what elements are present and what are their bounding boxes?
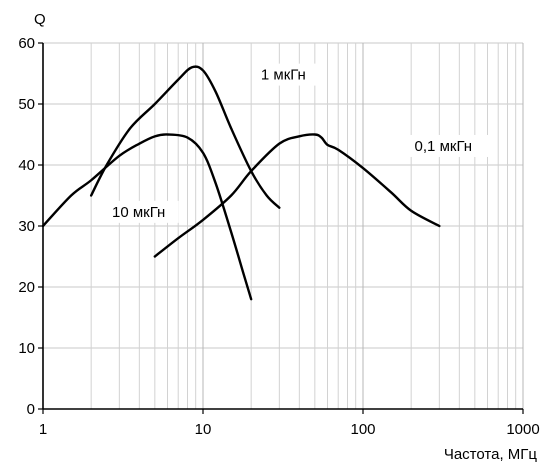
grid-layer <box>42 42 524 410</box>
labels-layer: 1 мкГн 10 мкГн 0,1 мкГн <box>107 63 490 223</box>
y-tick-label-3: 30 <box>18 218 35 235</box>
series-label-3: 0,1 мкГн <box>415 138 472 155</box>
series-label-background-3 <box>409 134 490 157</box>
series-line-2 <box>41 133 253 301</box>
y-tick-label-6: 60 <box>18 35 35 52</box>
axes-layer: 0 10 20 30 40 50 60 1 10 100 1000 Q Частота, МГц <box>18 11 539 463</box>
series-label-background-1 <box>255 63 319 86</box>
y-tick-label-2: 20 <box>18 279 35 296</box>
x-axis-label: Частота, МГц <box>444 446 538 463</box>
x-tick-label-2: 100 <box>350 421 375 438</box>
series-line-3 <box>153 133 441 258</box>
x-tick-label-1: 10 <box>195 421 212 438</box>
y-axis-label: Q <box>34 11 46 28</box>
y-tick-label-4: 40 <box>18 157 35 174</box>
y-tick-label-1: 10 <box>18 340 35 357</box>
series-label-background-2 <box>107 200 179 223</box>
x-tick-label-0: 1 <box>39 421 47 438</box>
series-label-2: 10 мкГн <box>112 204 165 221</box>
y-tick-label-5: 50 <box>18 96 35 113</box>
series-layer <box>41 65 441 301</box>
x-tick-label-3: 1000 <box>506 421 539 438</box>
y-tick-label-0: 0 <box>27 401 35 418</box>
series-label-1: 1 мкГн <box>261 67 306 84</box>
series-line-1 <box>89 65 281 209</box>
